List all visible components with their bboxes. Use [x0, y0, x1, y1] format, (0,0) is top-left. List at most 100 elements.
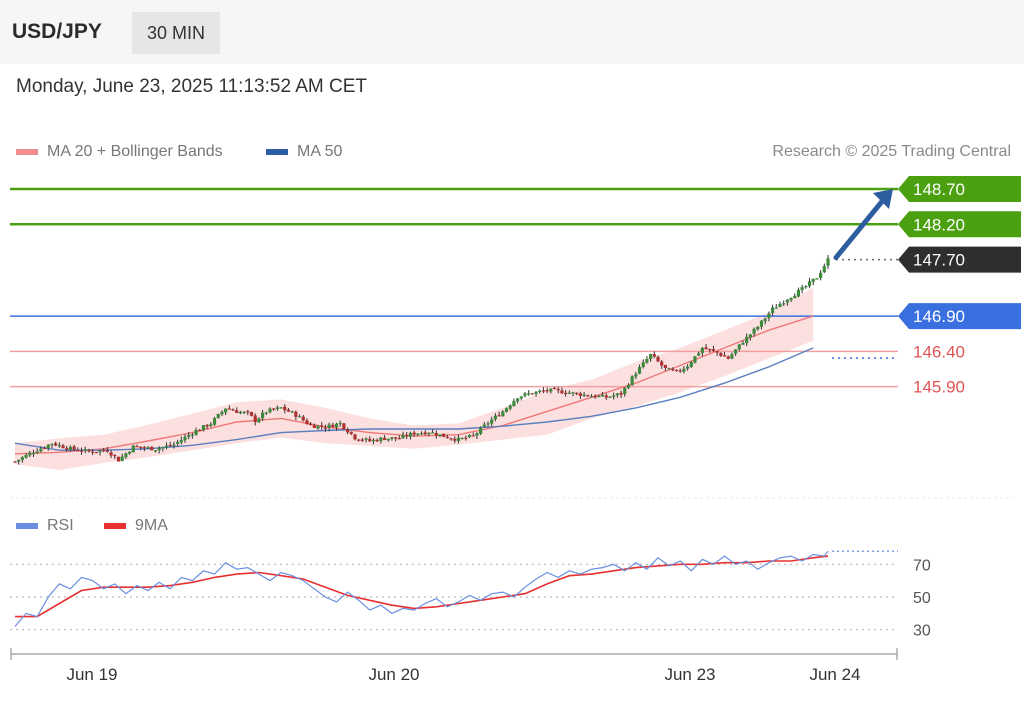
candle-body — [475, 433, 479, 436]
level-value: 147.70 — [913, 251, 965, 270]
candle-body — [704, 347, 708, 350]
candle-body — [327, 424, 331, 428]
candle-body — [379, 437, 383, 442]
level-tags: 148.70 148.20 147.70 146.90 146.40 145.90 — [898, 176, 1021, 397]
candle-body — [98, 450, 102, 453]
candle-body — [715, 351, 719, 353]
candle-body — [600, 394, 605, 397]
candle — [512, 398, 516, 407]
candle — [342, 422, 346, 431]
candle — [719, 352, 723, 358]
projection-arrow-shaft — [833, 196, 887, 261]
candle-body — [800, 287, 804, 291]
candle — [545, 387, 549, 394]
candle — [656, 355, 660, 363]
legend-9ma: 9MA — [104, 517, 168, 535]
rsi-tick-label: 30 — [913, 623, 931, 640]
candle — [164, 442, 169, 450]
candle-body — [231, 409, 235, 411]
level-tag-support: 145.90 — [913, 378, 965, 397]
candle-body — [778, 303, 782, 307]
candle-body — [142, 447, 146, 449]
candle-body — [759, 320, 764, 327]
candle-body — [748, 334, 752, 338]
candle — [697, 351, 701, 357]
candle — [83, 446, 87, 454]
candle — [50, 443, 54, 449]
candle-body — [770, 307, 775, 313]
candle-body — [201, 425, 206, 431]
level-tag-resistance: 148.70 — [898, 176, 1021, 202]
candle-body — [28, 452, 32, 456]
candle — [674, 369, 679, 372]
candle — [689, 360, 693, 368]
candle-body — [645, 359, 649, 363]
candle — [464, 435, 468, 441]
candle — [567, 390, 571, 395]
candle-body — [20, 457, 24, 460]
candle-body — [734, 349, 738, 354]
candle — [748, 334, 752, 341]
candle-body — [209, 424, 213, 426]
candle — [371, 438, 376, 445]
candle — [231, 408, 235, 411]
candle — [685, 364, 690, 371]
candle-body — [294, 411, 298, 417]
candle-body — [275, 407, 279, 410]
candle-body — [671, 368, 675, 371]
candle-body — [105, 450, 109, 452]
candle — [242, 411, 246, 415]
candle-body — [782, 303, 786, 305]
header-bar: USD/JPY 30 MIN — [0, 0, 1024, 64]
candle — [678, 368, 682, 373]
candle-body — [94, 451, 98, 454]
candle-body — [150, 446, 154, 451]
candle — [238, 410, 243, 415]
candle — [227, 405, 231, 410]
candle-body — [153, 450, 158, 452]
candle-body — [290, 411, 294, 413]
candle — [68, 445, 73, 452]
candle-body — [179, 440, 183, 443]
candle — [412, 430, 416, 437]
candle — [179, 436, 183, 445]
candle-body — [264, 412, 268, 414]
candle — [726, 355, 730, 360]
candle — [652, 351, 656, 359]
candle-body — [523, 393, 527, 396]
candle — [623, 387, 627, 397]
candle-body — [508, 405, 512, 409]
candle — [423, 430, 427, 436]
candle-body — [722, 355, 727, 357]
candle — [608, 396, 612, 398]
candle — [198, 428, 202, 432]
candle-body — [427, 432, 431, 435]
rsi-9ma-line — [15, 555, 829, 618]
candle — [390, 437, 394, 441]
candle-body — [419, 433, 424, 435]
candle — [146, 446, 150, 450]
candle-body — [807, 281, 812, 287]
candle — [24, 453, 28, 459]
candle-body — [139, 446, 143, 448]
candle-body — [408, 432, 413, 437]
candle-body — [604, 395, 608, 398]
candle-body — [257, 418, 261, 423]
level-value: 146.90 — [913, 307, 965, 326]
candle — [519, 396, 523, 401]
candle — [700, 346, 704, 357]
timeframe-badge[interactable]: 30 MIN — [132, 12, 220, 54]
candle — [708, 348, 712, 353]
candle-body — [57, 444, 61, 447]
candle — [379, 437, 383, 444]
candle — [397, 435, 401, 440]
candle-body — [320, 425, 324, 427]
candle-body — [467, 434, 472, 438]
candle-body — [405, 435, 409, 437]
candle — [756, 326, 760, 331]
legend-label-ma20: MA 20 + Bollinger Bands — [47, 143, 223, 160]
candle-body — [534, 391, 538, 394]
candle — [667, 367, 671, 370]
candle — [94, 451, 98, 454]
candle — [811, 278, 815, 286]
